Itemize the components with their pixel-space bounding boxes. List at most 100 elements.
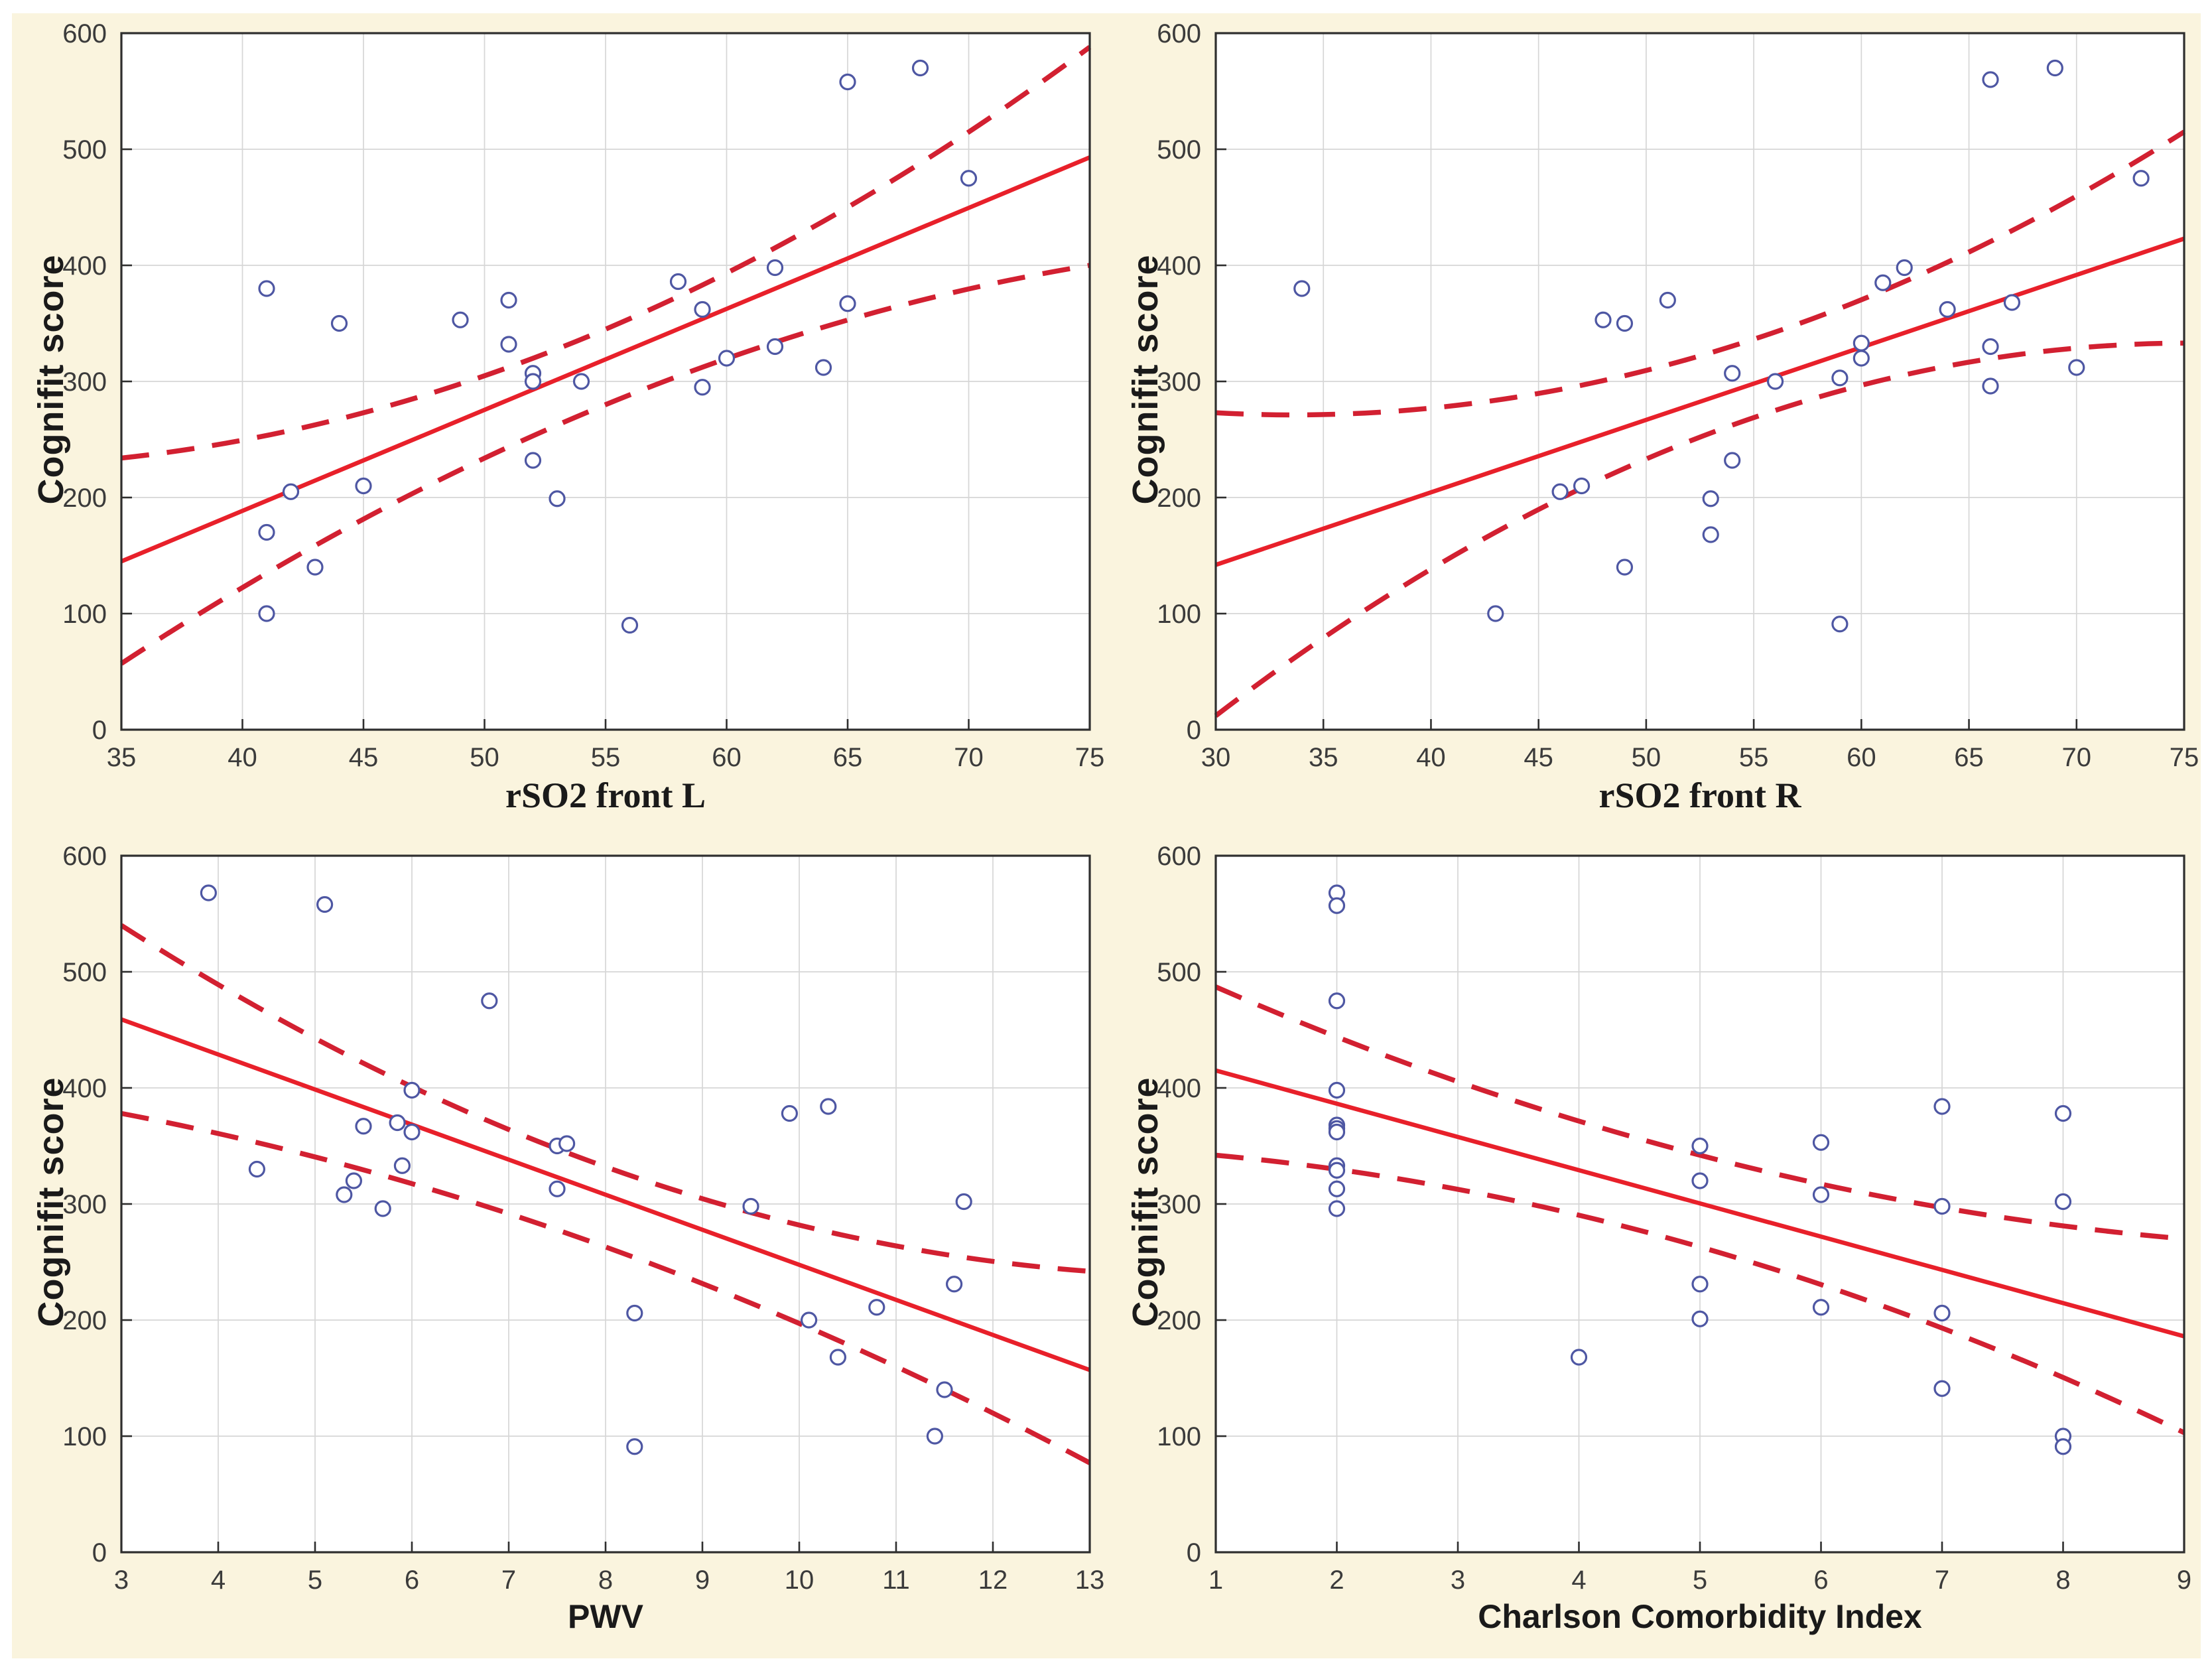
data-point <box>524 373 542 390</box>
x-tick-label: 8 <box>598 1566 613 1595</box>
data-point <box>1570 1349 1588 1366</box>
y-tick-label: 0 <box>1187 716 1201 745</box>
x-tick-label: 60 <box>1847 743 1876 772</box>
data-point <box>1616 559 1634 576</box>
data-point <box>306 559 324 576</box>
y-tick-label: 400 <box>1157 251 1201 281</box>
x-tick-label: 7 <box>1935 1566 1949 1595</box>
x-tick-label: 30 <box>1201 743 1231 772</box>
data-point <box>911 59 929 77</box>
data-point <box>839 73 856 91</box>
data-point <box>1551 483 1569 500</box>
confidence-band-upper <box>1215 129 2186 418</box>
panel-rso2-front-l: 35 40 45 50 55 60 65 70 75 0 100 200 300 400 500 600 Co… <box>12 13 1106 836</box>
data-point <box>500 336 517 353</box>
data-point <box>389 1114 406 1132</box>
data-point <box>936 1381 953 1398</box>
y-tick-label: 400 <box>62 251 107 281</box>
panel-rso2-front-r: 30 35 40 45 50 55 60 65 70 75 0 100 200 300 400 500 600 … <box>1106 13 2201 836</box>
x-tick-label: 5 <box>308 1566 322 1595</box>
data-point <box>1573 477 1591 495</box>
data-point <box>330 314 348 332</box>
y-tick-label: 200 <box>62 484 107 513</box>
data-point <box>1896 259 1913 277</box>
x-tick-label: 5 <box>1693 1566 1707 1595</box>
x-axis-title: rSO2 front L <box>505 775 706 815</box>
scatter-plot-rso2-front-l: 35 40 45 50 55 60 65 70 75 0 100 200 300 400 500 600 <box>62 19 1104 772</box>
data-point <box>829 1349 847 1366</box>
data-point <box>2054 1438 2072 1455</box>
data-point <box>1724 452 1741 469</box>
data-point <box>926 1428 944 1445</box>
scatter-plot-charlson-index: 1 2 3 4 5 6 7 8 9 0 100 200 300 400 500 600 <box>1157 842 2191 1595</box>
data-point <box>626 1304 643 1322</box>
data-point <box>393 1157 411 1174</box>
x-tick-label: 65 <box>833 743 863 772</box>
y-tick-label: 200 <box>1157 1306 1201 1335</box>
data-point <box>1724 365 1741 382</box>
x-tick-label: 70 <box>2062 743 2092 772</box>
y-tick-label: 200 <box>62 1306 107 1335</box>
data-point <box>282 483 300 500</box>
data-point <box>248 1160 265 1178</box>
data-point <box>1812 1186 1830 1203</box>
data-point <box>2046 59 2063 77</box>
data-point <box>1831 369 1849 387</box>
data-point <box>1691 1137 1709 1155</box>
data-point <box>336 1186 353 1203</box>
data-point <box>945 1276 963 1293</box>
data-point <box>1812 1299 1830 1316</box>
data-point <box>868 1299 885 1316</box>
y-axis-title: Cognifit score <box>31 254 71 505</box>
y-tick-label: 0 <box>1187 1538 1201 1567</box>
x-tick-label: 75 <box>2170 743 2199 772</box>
y-tick-label: 300 <box>1157 1190 1201 1219</box>
x-tick-label: 35 <box>1309 743 1338 772</box>
regression-line <box>120 155 1091 564</box>
data-point <box>1831 616 1849 633</box>
y-tick-label: 600 <box>62 19 107 48</box>
data-point <box>572 373 590 390</box>
confidence-band-upper <box>119 923 1090 1274</box>
x-tick-label: 9 <box>695 1566 710 1595</box>
data-point <box>1766 373 1784 390</box>
data-point <box>1594 311 1612 328</box>
regression-line <box>1215 1068 2185 1339</box>
x-tick-label: 7 <box>501 1566 516 1595</box>
y-tick-label: 500 <box>1157 958 1201 987</box>
data-point <box>258 605 275 622</box>
regression-line <box>1214 236 2185 567</box>
data-point <box>800 1311 818 1329</box>
data-point <box>2132 170 2150 187</box>
x-tick-label: 40 <box>1416 743 1446 772</box>
data-point <box>1933 1098 1951 1115</box>
y-tick-label: 600 <box>1157 19 1201 48</box>
x-tick-label: 2 <box>1329 1566 1344 1595</box>
data-point <box>1487 605 1504 622</box>
x-axis-title: rSO2 front R <box>1598 775 1801 815</box>
data-point <box>258 523 275 541</box>
data-point <box>718 350 736 367</box>
y-tick-label: 100 <box>1157 600 1201 629</box>
data-point <box>549 490 566 507</box>
x-tick-label: 8 <box>2055 1566 2070 1595</box>
data-point <box>558 1135 576 1152</box>
x-tick-label: 45 <box>349 743 379 772</box>
y-tick-label: 300 <box>62 1190 107 1219</box>
data-point <box>258 280 275 297</box>
data-point <box>820 1098 837 1115</box>
data-point <box>1691 1276 1709 1293</box>
data-point <box>500 291 517 309</box>
x-tick-label: 3 <box>1451 1566 1465 1595</box>
x-tick-label: 55 <box>1739 743 1769 772</box>
x-tick-label: 9 <box>2177 1566 2191 1595</box>
data-point <box>2054 1193 2072 1211</box>
data-point <box>626 1438 643 1455</box>
data-point <box>1328 992 1346 1010</box>
data-point <box>452 311 469 328</box>
data-point <box>374 1200 391 1217</box>
x-tick-label: 11 <box>882 1566 910 1595</box>
data-point <box>1933 1380 1951 1397</box>
x-tick-label: 40 <box>228 743 257 772</box>
